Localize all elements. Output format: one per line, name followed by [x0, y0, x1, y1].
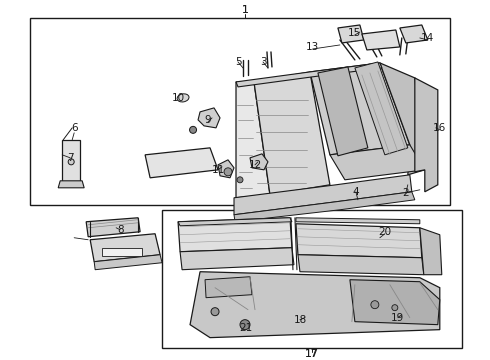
Polygon shape [178, 218, 292, 252]
Text: 1: 1 [242, 5, 248, 15]
Text: 11: 11 [211, 165, 224, 175]
Text: 12: 12 [248, 160, 262, 170]
Polygon shape [296, 218, 420, 224]
Polygon shape [296, 224, 422, 258]
Text: 19: 19 [391, 313, 404, 323]
Polygon shape [254, 72, 330, 195]
Text: 15: 15 [348, 28, 362, 38]
Polygon shape [236, 195, 285, 203]
Text: 17: 17 [305, 348, 319, 359]
Bar [30, 18, 450, 205]
Text: 2: 2 [402, 188, 409, 198]
Text: 9: 9 [205, 115, 211, 125]
Text: 18: 18 [294, 315, 307, 325]
Polygon shape [420, 228, 442, 275]
Text: 3: 3 [260, 57, 266, 67]
Polygon shape [198, 108, 220, 128]
Polygon shape [380, 63, 425, 175]
Polygon shape [145, 148, 218, 178]
Text: 4: 4 [353, 187, 359, 197]
Circle shape [392, 305, 398, 311]
Polygon shape [178, 218, 292, 226]
Polygon shape [338, 25, 364, 43]
Text: 5: 5 [235, 57, 241, 67]
Circle shape [68, 159, 74, 165]
Text: 14: 14 [421, 33, 435, 43]
Text: 17: 17 [305, 348, 318, 359]
Text: 1: 1 [242, 5, 248, 15]
Circle shape [224, 168, 232, 176]
Text: 7: 7 [67, 153, 74, 163]
Polygon shape [90, 234, 160, 262]
Text: 21: 21 [240, 323, 253, 333]
Polygon shape [180, 248, 294, 270]
Text: 16: 16 [433, 123, 446, 133]
Text: 6: 6 [71, 123, 77, 133]
Polygon shape [58, 181, 84, 188]
Polygon shape [234, 175, 412, 215]
Circle shape [211, 308, 219, 316]
Polygon shape [330, 145, 425, 180]
Polygon shape [205, 277, 252, 298]
Polygon shape [362, 30, 400, 50]
Polygon shape [218, 160, 234, 178]
Polygon shape [400, 25, 428, 43]
Polygon shape [236, 82, 270, 198]
Ellipse shape [177, 94, 189, 102]
Polygon shape [318, 67, 368, 156]
Polygon shape [310, 63, 410, 155]
Polygon shape [236, 63, 382, 87]
Polygon shape [355, 62, 408, 155]
Bar [62, 140, 80, 182]
Circle shape [371, 301, 379, 309]
Bar [162, 210, 462, 348]
Polygon shape [234, 192, 415, 222]
Text: 13: 13 [306, 42, 319, 52]
Circle shape [240, 320, 250, 330]
Circle shape [190, 126, 196, 133]
Polygon shape [350, 280, 440, 325]
Polygon shape [190, 272, 440, 338]
Text: 8: 8 [117, 225, 123, 235]
Circle shape [237, 177, 243, 183]
Text: 20: 20 [378, 227, 392, 237]
Polygon shape [415, 78, 438, 192]
Text: 10: 10 [172, 93, 185, 103]
Polygon shape [298, 255, 424, 275]
Polygon shape [86, 218, 140, 237]
Bar [102, 248, 142, 256]
Polygon shape [94, 255, 162, 270]
Polygon shape [250, 154, 268, 170]
